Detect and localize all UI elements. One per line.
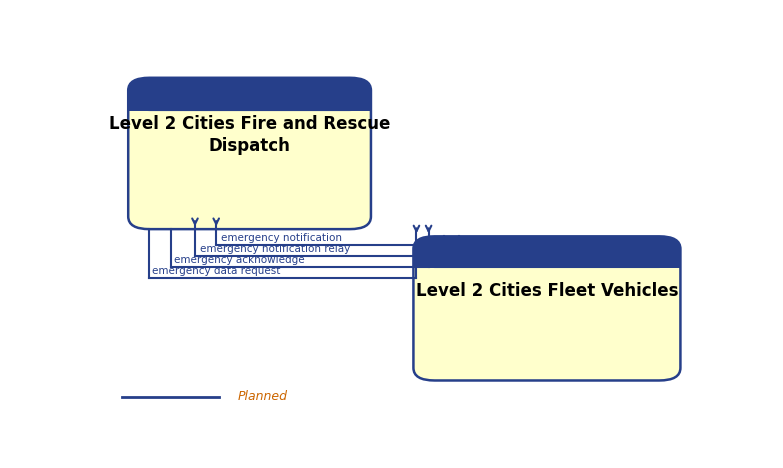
Text: emergency notification relay: emergency notification relay (200, 244, 350, 254)
FancyBboxPatch shape (413, 236, 680, 268)
Text: Level 2 Cities Fleet Vehicles: Level 2 Cities Fleet Vehicles (416, 282, 678, 300)
Bar (413, 250, 680, 268)
Text: Level 2 Cities Fire and Rescue
Dispatch: Level 2 Cities Fire and Rescue Dispatch (109, 115, 390, 155)
Bar (128, 93, 371, 111)
Text: emergency notification: emergency notification (221, 233, 342, 243)
Text: emergency acknowledge: emergency acknowledge (174, 255, 305, 265)
Text: Planned: Planned (237, 390, 287, 403)
FancyBboxPatch shape (128, 78, 371, 111)
FancyBboxPatch shape (413, 236, 680, 380)
Text: emergency data request: emergency data request (153, 266, 281, 276)
FancyBboxPatch shape (128, 78, 371, 229)
